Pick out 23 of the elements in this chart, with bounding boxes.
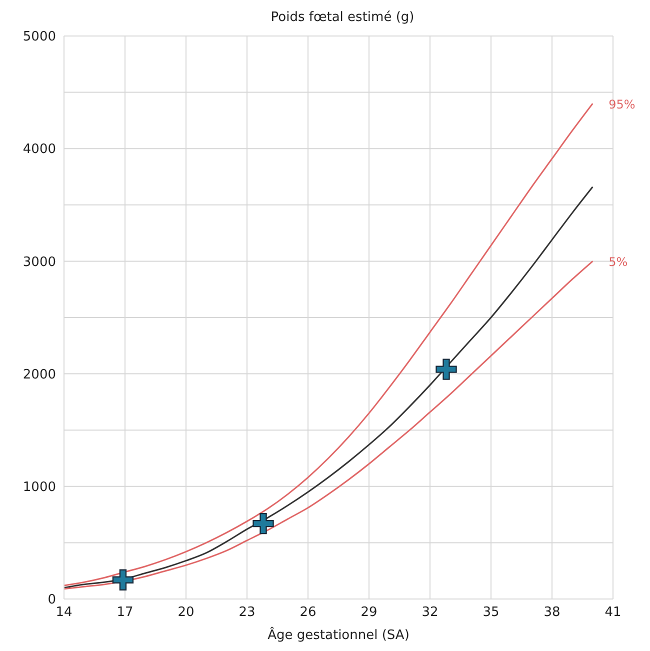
point xyxy=(436,358,457,380)
x-tick-label: 14 xyxy=(56,605,72,620)
y-tick-label: 5000 xyxy=(22,30,56,45)
x-tick-label: 32 xyxy=(422,605,438,620)
x-tick-label: 41 xyxy=(604,605,622,620)
x-tick-label: 17 xyxy=(116,605,134,620)
y-tick-label: 2000 xyxy=(22,367,56,382)
point xyxy=(112,569,134,590)
y-tick-label: 3000 xyxy=(22,254,56,270)
x-axis-title: Âge gestationnel (SA) xyxy=(268,626,410,643)
series-label: 95% xyxy=(608,98,636,112)
x-tick-label: 23 xyxy=(238,605,256,620)
x-tick-label: 35 xyxy=(482,605,500,620)
x-tick-label: 38 xyxy=(544,605,560,620)
x-tick-label: 29 xyxy=(360,605,378,620)
x-tick-label: 20 xyxy=(178,605,194,620)
y-tick-label: 4000 xyxy=(22,142,56,158)
y-tick-label: 0 xyxy=(48,592,56,608)
series-label: 5% xyxy=(608,255,628,270)
y-tick-label: 1000 xyxy=(22,480,56,496)
chart-title: Poids fœtal estimé (g) xyxy=(270,10,416,25)
x-tick-label: 26 xyxy=(300,605,316,620)
point xyxy=(252,512,274,534)
